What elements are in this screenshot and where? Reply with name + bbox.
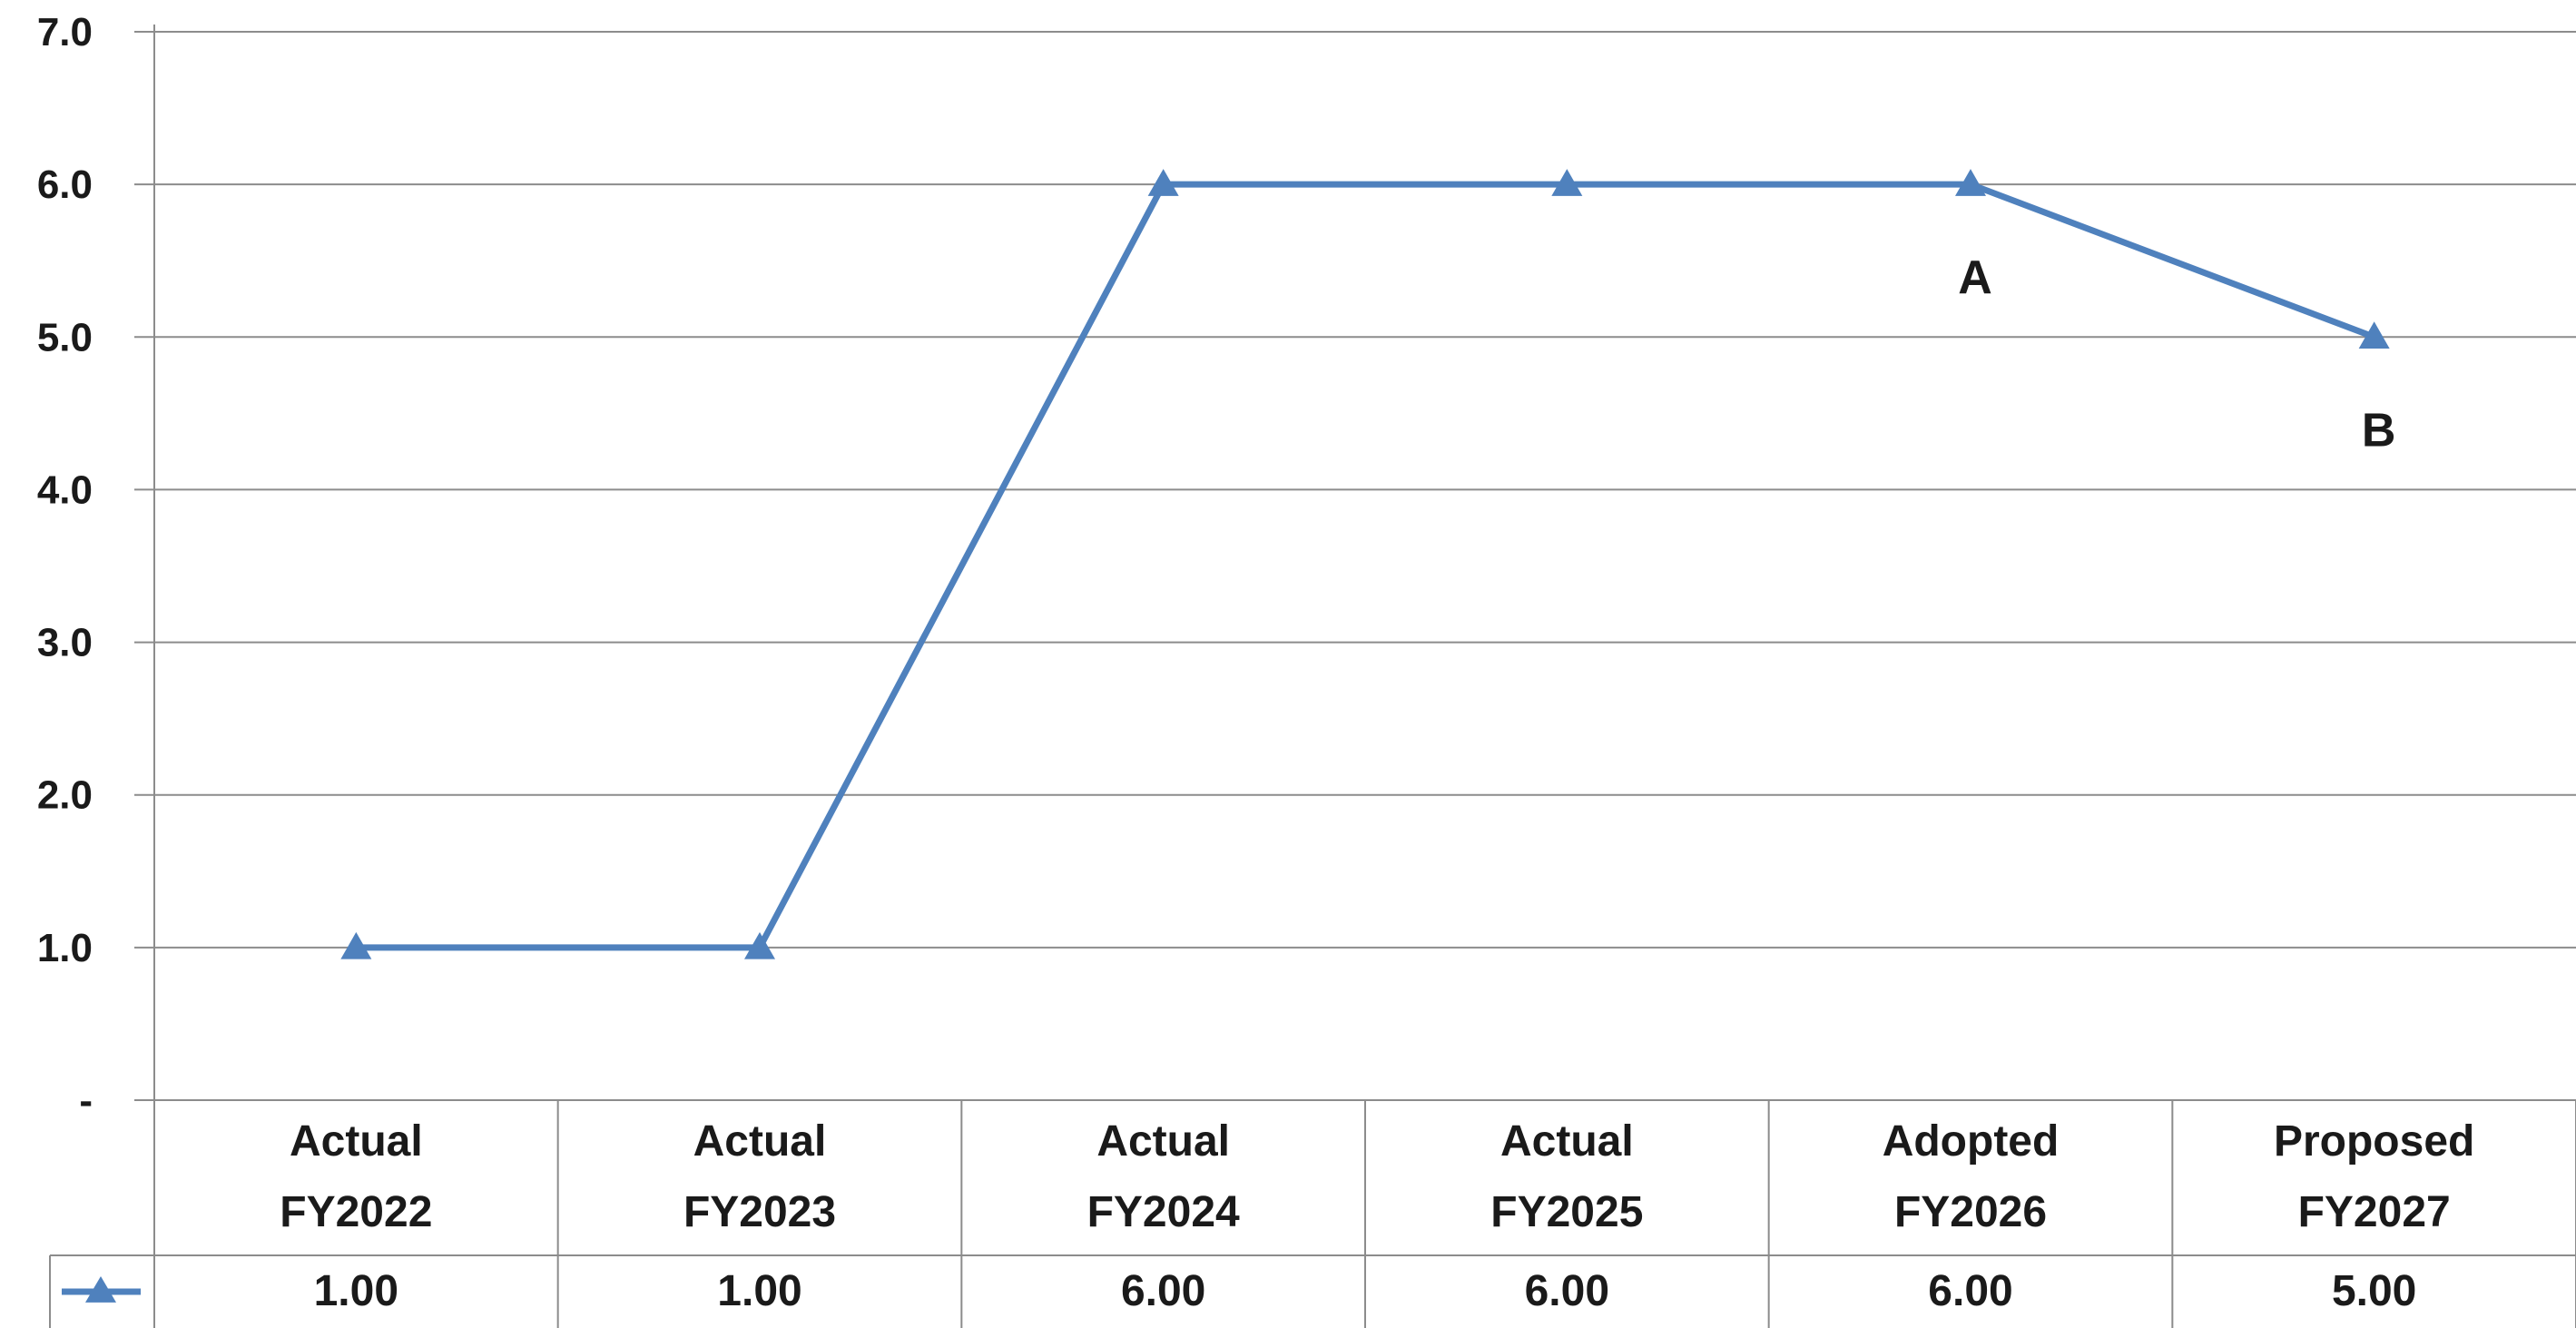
- annotations: AB: [1958, 251, 2395, 457]
- category-label-line-3-0: Actual: [1500, 1117, 1634, 1166]
- table-value-2: 6.00: [1121, 1267, 1205, 1315]
- category-label-2: Actual FY2024: [1087, 1117, 1240, 1236]
- y-axis-ticks: - 1.0 2.0 3.0 4.0 5.0 6.0 7.0: [37, 10, 154, 1123]
- table-value-5: 5.00: [2332, 1267, 2416, 1315]
- data-point-3: [1551, 169, 1583, 196]
- category-label-line-0-0: Actual: [290, 1117, 423, 1166]
- y-tick-label-3: 3.0: [37, 621, 93, 665]
- annotation-a: A: [1958, 251, 1992, 304]
- category-label-line-4-0: Adopted: [1883, 1117, 2060, 1166]
- category-label-line-3-1: FY2025: [1490, 1188, 1643, 1236]
- data-point-2: [1147, 169, 1179, 196]
- legend-key-marker: [85, 1276, 116, 1303]
- category-label-3: Actual FY2025: [1490, 1117, 1643, 1236]
- category-label-line-0-1: FY2022: [280, 1188, 432, 1236]
- category-label-0: Actual FY2022: [280, 1117, 432, 1236]
- data-point-1: [744, 931, 775, 959]
- category-label-5: Proposed FY2027: [2274, 1117, 2474, 1236]
- data-point-4: [1955, 169, 1986, 196]
- category-label-1: Actual FY2023: [683, 1117, 836, 1236]
- series-layer: [340, 169, 2390, 959]
- category-label-line-2-0: Actual: [1096, 1117, 1230, 1166]
- y-tick-label-4: 4.0: [37, 467, 93, 512]
- category-label-4: Adopted FY2026: [1883, 1117, 2060, 1236]
- table-value-4: 6.00: [1928, 1267, 2012, 1315]
- table-value-3: 6.00: [1525, 1267, 1609, 1315]
- y-tick-label-5: 5.0: [37, 315, 93, 359]
- y-tick-label-7: 7.0: [37, 10, 93, 54]
- table-value-0: 1.00: [314, 1267, 398, 1315]
- data-table: Actual FY2022 1.00 Actual FY2023 1.00 Actual FY…: [49, 1100, 2576, 1328]
- category-label-line-5-0: Proposed: [2274, 1117, 2474, 1166]
- category-label-line-1-0: Actual: [693, 1117, 827, 1166]
- annotation-b: B: [2362, 404, 2396, 457]
- category-label-line-5-1: FY2027: [2298, 1188, 2451, 1236]
- y-tick-label-1: 1.0: [37, 926, 93, 970]
- data-point-0: [340, 931, 372, 959]
- category-label-line-2-1: FY2024: [1087, 1188, 1240, 1236]
- y-tick-label-6: 6.0: [37, 162, 93, 207]
- category-label-line-4-1: FY2026: [1894, 1188, 2047, 1236]
- data-point-5: [2358, 321, 2390, 349]
- y-tick-label-0: -: [79, 1078, 93, 1123]
- series-line: [356, 181, 2375, 951]
- category-label-line-1-1: FY2023: [683, 1188, 836, 1236]
- y-tick-label-2: 2.0: [37, 773, 93, 818]
- table-value-1: 1.00: [717, 1267, 801, 1315]
